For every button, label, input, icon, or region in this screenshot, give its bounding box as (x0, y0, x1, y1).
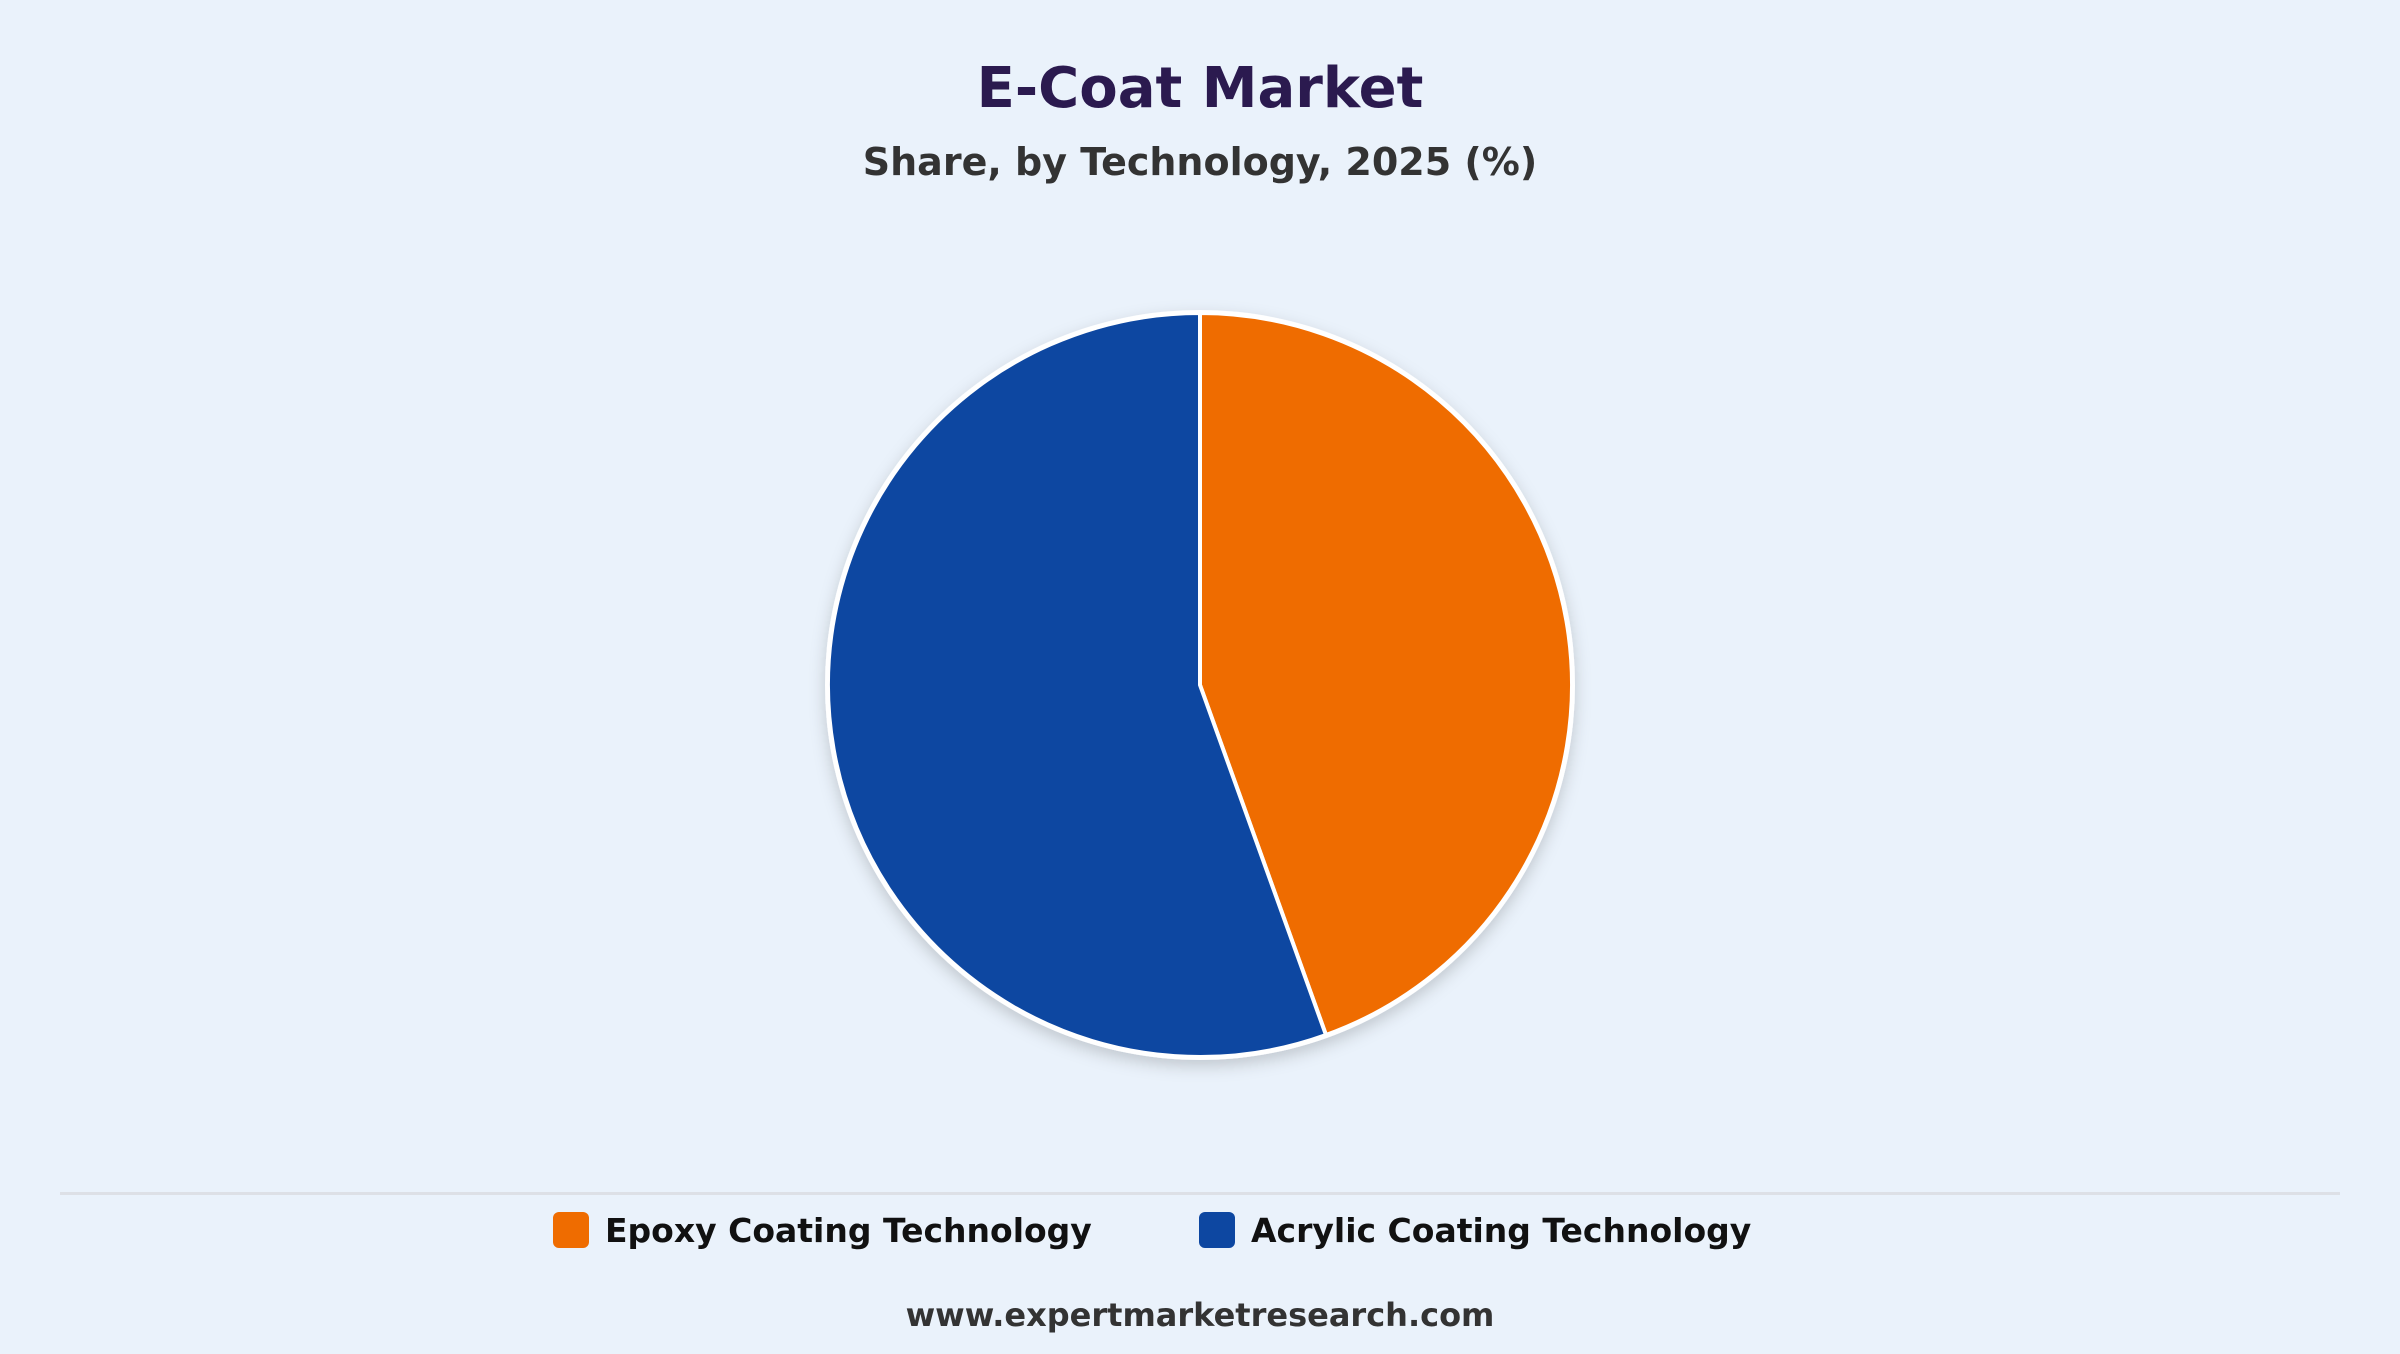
pie-slices (826, 311, 1574, 1059)
chart-subtitle: Share, by Technology, 2025 (%) (862, 140, 1538, 184)
pie-slice-epoxy (1198, 311, 1574, 1038)
legend-label-acrylic: Acrylic Coating Technology (1251, 1210, 1752, 1250)
pie-slice-acrylic (826, 311, 1329, 1059)
legend: Epoxy Coating Technology Acrylic Coating… (0, 1205, 2400, 1255)
chart-title: E-Coat Market (976, 56, 1424, 121)
legend-swatch-acrylic (1199, 1212, 1235, 1248)
legend-divider (60, 1192, 2340, 1195)
legend-label-epoxy: Epoxy Coating Technology (605, 1210, 1092, 1250)
legend-item-epoxy: Epoxy Coating Technology (553, 1205, 1092, 1255)
legend-item-acrylic: Acrylic Coating Technology (1199, 1205, 1751, 1255)
legend-swatch-epoxy (553, 1212, 589, 1248)
source-url: www.expertmarketresearch.com (905, 1296, 1495, 1334)
